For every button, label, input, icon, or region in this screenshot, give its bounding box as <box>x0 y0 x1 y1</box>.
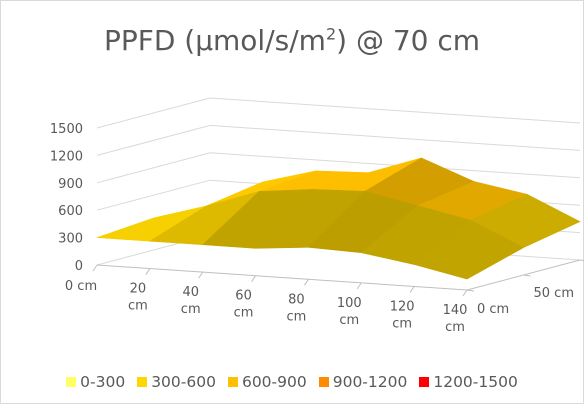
x-tick-label: 0 cm <box>65 279 97 294</box>
legend-label: 600-900 <box>241 373 307 391</box>
x-tick <box>409 286 415 293</box>
x-axis-line <box>96 264 468 291</box>
x-tick-label: 120 cm <box>390 299 415 331</box>
z-tick-label: 300 <box>58 232 83 247</box>
z-tick-label: 1500 <box>50 122 83 137</box>
surface <box>96 157 581 280</box>
z-tick-label: 1200 <box>50 149 83 164</box>
z-tick-label: 0 <box>75 259 83 274</box>
gridline <box>96 124 581 156</box>
x-tick <box>304 279 309 286</box>
x-tick-label: 100 cm <box>337 296 362 328</box>
surface-patch <box>413 219 525 280</box>
x-tick <box>145 268 151 275</box>
y-tick <box>579 259 584 262</box>
x-tick <box>462 289 468 297</box>
x-axis-labels: 0 cm 20 cm 40 cm 60 cm 80 cm 100 cm 120 cm 140 cm <box>65 279 468 335</box>
x-tick-label: 40 cm <box>181 285 201 317</box>
x-tick <box>356 282 362 290</box>
legend-swatch <box>419 377 430 387</box>
legend-swatch <box>227 377 238 387</box>
legend-item: 300-600 <box>137 373 216 391</box>
y-tick <box>466 289 475 292</box>
legend-swatch <box>66 377 77 387</box>
z-axis-labels: 0 300 600 900 1200 1500 <box>50 122 83 274</box>
x-tick-label: 60 cm <box>234 289 254 321</box>
x-tick <box>251 275 256 282</box>
z-tick-label: 600 <box>58 204 83 219</box>
x-tick <box>198 271 204 279</box>
x-tick-label: 20 cm <box>128 282 148 314</box>
legend-swatch <box>318 377 329 387</box>
x-tick-label: 80 cm <box>287 292 307 324</box>
gridline <box>96 152 581 184</box>
legend-label: 300-600 <box>151 373 216 391</box>
legend-label: 900-1200 <box>332 373 408 391</box>
y-tick-label: 0 cm <box>477 302 509 317</box>
y-tick <box>523 274 531 277</box>
legend-label: 1200-1500 <box>433 373 518 391</box>
legend-item: 600-900 <box>227 373 307 391</box>
legend-item: 1200-1500 <box>419 373 518 391</box>
legend-swatch <box>137 377 148 387</box>
x-tick-label: 140 cm <box>443 303 468 335</box>
chart-title: PPFD (µmol/s/m2) @ 70 cm <box>103 24 481 57</box>
x-tick <box>92 264 98 272</box>
legend-item: 0-300 <box>66 373 125 391</box>
legend: 0-300 300-600 600-900 900-1200 1200-1500 <box>0 369 584 395</box>
legend-item: 900-1200 <box>318 373 408 391</box>
y-tick-label: 50 cm <box>534 286 575 301</box>
gridline <box>96 97 581 129</box>
legend-label: 0-300 <box>80 373 126 391</box>
z-tick-label: 900 <box>58 177 83 192</box>
